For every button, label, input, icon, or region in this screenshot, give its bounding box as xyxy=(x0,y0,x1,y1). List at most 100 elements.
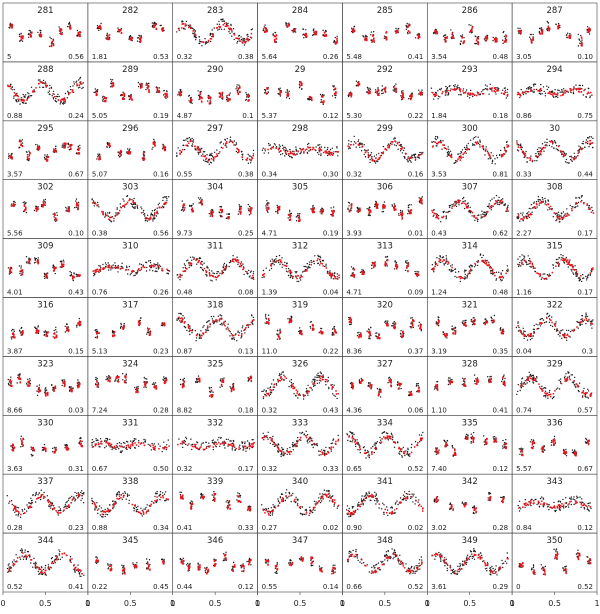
model-point xyxy=(23,204,26,207)
data-point xyxy=(288,90,290,93)
model-point xyxy=(208,273,211,275)
data-point xyxy=(397,148,399,150)
model-point xyxy=(489,266,491,269)
model-point xyxy=(450,156,452,158)
data-point xyxy=(247,35,249,38)
data-point xyxy=(492,205,494,207)
model-point xyxy=(300,149,303,151)
model-point xyxy=(181,23,183,25)
data-point xyxy=(96,158,98,160)
model-point xyxy=(477,92,479,95)
data-point xyxy=(146,220,149,222)
panel-right-value: 0.10 xyxy=(68,230,84,238)
data-point xyxy=(284,155,286,157)
data-point xyxy=(386,265,388,267)
model-point xyxy=(453,89,455,91)
data-point xyxy=(166,90,168,93)
model-point xyxy=(569,90,572,92)
data-point xyxy=(526,161,528,163)
data-point xyxy=(23,96,25,98)
model-point xyxy=(532,38,534,41)
model-point xyxy=(476,143,478,145)
data-point xyxy=(547,209,549,211)
model-point xyxy=(323,100,325,103)
model-point xyxy=(443,144,445,146)
data-point xyxy=(464,273,466,275)
data-point xyxy=(503,35,506,38)
data-point xyxy=(473,136,475,139)
model-point xyxy=(588,28,590,31)
model-point xyxy=(520,218,522,220)
model-point xyxy=(38,82,40,85)
data-point xyxy=(559,91,561,93)
observed-points xyxy=(431,135,508,165)
model-point xyxy=(385,36,388,39)
data-point xyxy=(134,206,136,208)
model-point xyxy=(303,151,305,153)
data-point xyxy=(182,144,185,146)
data-point xyxy=(127,148,129,150)
model-point xyxy=(456,160,458,162)
model-point xyxy=(236,147,238,150)
data-point xyxy=(421,196,423,198)
data-point xyxy=(235,150,238,153)
data-point xyxy=(495,278,498,280)
panel-left-value: 5 xyxy=(7,53,11,61)
data-point xyxy=(159,265,162,267)
data-point xyxy=(102,263,104,266)
data-point xyxy=(126,266,128,269)
model-point xyxy=(280,90,282,93)
data-point xyxy=(227,22,229,25)
data-point xyxy=(116,212,118,214)
data-point xyxy=(462,88,465,90)
data-point xyxy=(57,93,59,96)
data-point xyxy=(199,91,201,93)
data-point xyxy=(267,91,269,93)
model-point xyxy=(377,158,379,161)
panel-id: 299 xyxy=(377,124,393,134)
model-points xyxy=(432,258,509,280)
data-point xyxy=(193,29,195,31)
data-point xyxy=(353,135,355,138)
model-point xyxy=(329,154,331,156)
model-point xyxy=(183,270,186,273)
data-point xyxy=(55,97,57,100)
model-point xyxy=(462,153,464,155)
model-point xyxy=(15,93,17,95)
data-point xyxy=(418,271,420,273)
model-point xyxy=(194,30,196,33)
data-point xyxy=(404,260,407,262)
model-point xyxy=(35,209,38,212)
data-point xyxy=(75,81,77,84)
model-point xyxy=(462,202,464,204)
data-point xyxy=(562,255,564,257)
model-point xyxy=(165,201,168,204)
data-point xyxy=(519,261,521,264)
data-point xyxy=(237,263,239,266)
data-point xyxy=(60,260,63,262)
model-point xyxy=(134,202,136,204)
data-point xyxy=(544,92,547,95)
model-point xyxy=(28,97,30,99)
data-point xyxy=(166,197,168,200)
model-point xyxy=(9,268,11,271)
model-point xyxy=(184,23,187,25)
model-point xyxy=(478,144,481,146)
data-point xyxy=(548,206,550,209)
model-point xyxy=(37,148,40,151)
data-point xyxy=(378,152,380,155)
model-point xyxy=(124,269,127,271)
model-point xyxy=(484,150,487,152)
data-point xyxy=(49,84,51,87)
model-point xyxy=(46,84,48,87)
data-point xyxy=(479,93,481,96)
data-point xyxy=(518,144,520,146)
data-point xyxy=(153,263,155,265)
data-point xyxy=(73,83,76,85)
data-point xyxy=(18,35,21,38)
panel-right-value: 0.10 xyxy=(577,53,593,61)
panel-left-value: 3.54 xyxy=(431,53,447,61)
model-point xyxy=(336,41,338,44)
data-point xyxy=(589,96,591,99)
